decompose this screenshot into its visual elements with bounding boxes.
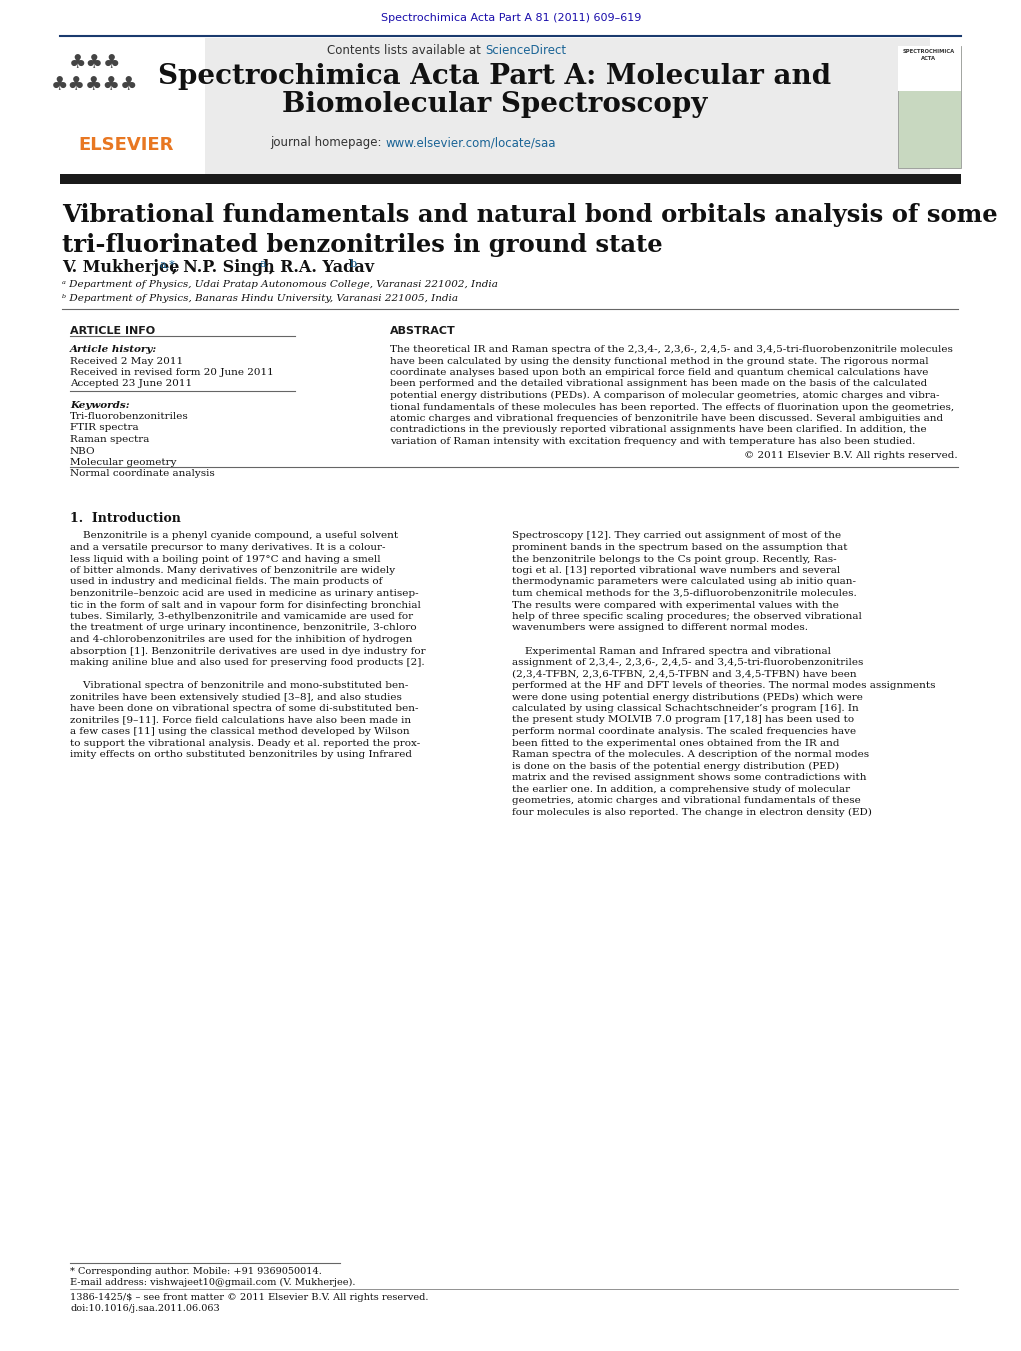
Text: help of three specific scaling procedures; the observed vibrational: help of three specific scaling procedure… bbox=[512, 612, 862, 621]
Text: a,*: a,* bbox=[159, 259, 175, 269]
Text: Keywords:: Keywords: bbox=[70, 401, 130, 409]
Text: and 4-chlorobenzonitriles are used for the inhibition of hydrogen: and 4-chlorobenzonitriles are used for t… bbox=[70, 635, 412, 644]
Text: Received in revised form 20 June 2011: Received in revised form 20 June 2011 bbox=[70, 367, 274, 377]
Text: Spectrochimica Acta Part A: Molecular and: Spectrochimica Acta Part A: Molecular an… bbox=[158, 63, 831, 91]
Text: www.elsevier.com/locate/saa: www.elsevier.com/locate/saa bbox=[385, 136, 555, 149]
Text: been performed and the detailed vibrational assignment has been made on the basi: been performed and the detailed vibratio… bbox=[390, 380, 927, 389]
FancyBboxPatch shape bbox=[60, 38, 930, 176]
Text: atomic charges and vibrational frequencies of benzonitrile have been discussed. : atomic charges and vibrational frequenci… bbox=[390, 413, 943, 423]
Text: four molecules is also reported. The change in electron density (ED): four molecules is also reported. The cha… bbox=[512, 808, 872, 816]
Text: tional fundamentals of these molecules has been reported. The effects of fluorin: tional fundamentals of these molecules h… bbox=[390, 403, 955, 412]
Text: V. Mukherjee: V. Mukherjee bbox=[62, 259, 180, 276]
Text: thermodynamic parameters were calculated using ab initio quan-: thermodynamic parameters were calculated… bbox=[512, 577, 856, 586]
Text: a: a bbox=[259, 259, 265, 269]
Text: Raman spectra of the molecules. A description of the normal modes: Raman spectra of the molecules. A descri… bbox=[512, 750, 869, 759]
Text: of bitter almonds. Many derivatives of benzonitrile are widely: of bitter almonds. Many derivatives of b… bbox=[70, 566, 395, 576]
Text: ♣♣♣
♣♣♣♣♣: ♣♣♣ ♣♣♣♣♣ bbox=[51, 53, 139, 95]
Text: The theoretical IR and Raman spectra of the 2,3,4-, 2,3,6-, 2,4,5- and 3,4,5-tri: The theoretical IR and Raman spectra of … bbox=[390, 345, 953, 354]
Text: Article history:: Article history: bbox=[70, 345, 157, 354]
Text: a few cases [11] using the classical method developed by Wilson: a few cases [11] using the classical met… bbox=[70, 727, 409, 736]
Text: imity effects on ortho substituted benzonitriles by using Infrared: imity effects on ortho substituted benzo… bbox=[70, 750, 412, 759]
Text: * Corresponding author. Mobile: +91 9369050014.: * Corresponding author. Mobile: +91 9369… bbox=[70, 1267, 322, 1275]
Text: the earlier one. In addition, a comprehensive study of molecular: the earlier one. In addition, a comprehe… bbox=[512, 785, 850, 793]
Text: ABSTRACT: ABSTRACT bbox=[390, 326, 455, 336]
Text: assignment of 2,3,4-, 2,3,6-, 2,4,5- and 3,4,5-tri-fluorobenzonitriles: assignment of 2,3,4-, 2,3,6-, 2,4,5- and… bbox=[512, 658, 864, 667]
Text: coordinate analyses based upon both an empirical force field and quantum chemica: coordinate analyses based upon both an e… bbox=[390, 367, 928, 377]
Text: the treatment of urge urinary incontinence, benzonitrile, 3-chloro: the treatment of urge urinary incontinen… bbox=[70, 624, 417, 632]
Text: Spectroscopy [12]. They carried out assignment of most of the: Spectroscopy [12]. They carried out assi… bbox=[512, 531, 841, 540]
Text: geometries, atomic charges and vibrational fundamentals of these: geometries, atomic charges and vibration… bbox=[512, 796, 861, 805]
Text: togi et al. [13] reported vibrational wave numbers and several: togi et al. [13] reported vibrational wa… bbox=[512, 566, 840, 576]
Text: and a versatile precursor to many derivatives. It is a colour-: and a versatile precursor to many deriva… bbox=[70, 543, 386, 553]
Text: the benzonitrile belongs to the Cs point group. Recently, Ras-: the benzonitrile belongs to the Cs point… bbox=[512, 554, 836, 563]
FancyBboxPatch shape bbox=[898, 46, 961, 168]
Text: Biomolecular Spectroscopy: Biomolecular Spectroscopy bbox=[283, 91, 708, 118]
Text: tic in the form of salt and in vapour form for disinfecting bronchial: tic in the form of salt and in vapour fo… bbox=[70, 600, 421, 609]
Text: FTIR spectra: FTIR spectra bbox=[70, 423, 139, 432]
Text: E-mail address: vishwajeet10@gmail.com (V. Mukherjee).: E-mail address: vishwajeet10@gmail.com (… bbox=[70, 1278, 355, 1288]
Text: used in industry and medicinal fields. The main products of: used in industry and medicinal fields. T… bbox=[70, 577, 383, 586]
Text: b: b bbox=[350, 259, 357, 269]
Text: Vibrational fundamentals and natural bond orbitals analysis of some
tri-fluorina: Vibrational fundamentals and natural bon… bbox=[62, 203, 998, 257]
Text: ELSEVIER: ELSEVIER bbox=[78, 136, 174, 154]
Text: is done on the basis of the potential energy distribution (PED): is done on the basis of the potential en… bbox=[512, 762, 839, 770]
Text: Tri-fluorobenzonitriles: Tri-fluorobenzonitriles bbox=[70, 412, 189, 422]
Text: have been done on vibrational spectra of some di-substituted ben-: have been done on vibrational spectra of… bbox=[70, 704, 419, 713]
Text: absorption [1]. Benzonitrile derivatives are used in dye industry for: absorption [1]. Benzonitrile derivatives… bbox=[70, 647, 426, 655]
Text: SPECTROCHIMICA: SPECTROCHIMICA bbox=[903, 49, 955, 54]
Text: benzonitrile–benzoic acid are used in medicine as urinary antisep-: benzonitrile–benzoic acid are used in me… bbox=[70, 589, 419, 598]
FancyBboxPatch shape bbox=[60, 174, 961, 184]
Text: wavenumbers were assigned to different normal modes.: wavenumbers were assigned to different n… bbox=[512, 624, 808, 632]
Text: Experimental Raman and Infrared spectra and vibrational: Experimental Raman and Infrared spectra … bbox=[512, 647, 831, 655]
Text: perform normal coordinate analysis. The scaled frequencies have: perform normal coordinate analysis. The … bbox=[512, 727, 857, 736]
Text: variation of Raman intensity with excitation frequency and with temperature has : variation of Raman intensity with excita… bbox=[390, 436, 916, 446]
Text: to support the vibrational analysis. Deady et al. reported the prox-: to support the vibrational analysis. Dea… bbox=[70, 739, 421, 747]
Text: , N.P. Singh: , N.P. Singh bbox=[172, 259, 275, 276]
Text: Received 2 May 2011: Received 2 May 2011 bbox=[70, 357, 183, 366]
Text: ᵇ Department of Physics, Banaras Hindu University, Varanasi 221005, India: ᵇ Department of Physics, Banaras Hindu U… bbox=[62, 295, 458, 303]
Text: 1.  Introduction: 1. Introduction bbox=[70, 512, 181, 524]
Text: Spectrochimica Acta Part A 81 (2011) 609–619: Spectrochimica Acta Part A 81 (2011) 609… bbox=[381, 14, 641, 23]
Text: contradictions in the previously reported vibrational assignments have been clar: contradictions in the previously reporte… bbox=[390, 426, 927, 435]
Text: tum chemical methods for the 3,5-difluorobenzonitrile molecules.: tum chemical methods for the 3,5-difluor… bbox=[512, 589, 857, 598]
Text: been fitted to the experimental ones obtained from the IR and: been fitted to the experimental ones obt… bbox=[512, 739, 839, 747]
Text: potential energy distributions (PEDs). A comparison of molecular geometries, ato: potential energy distributions (PEDs). A… bbox=[390, 390, 939, 400]
Text: NBO: NBO bbox=[70, 446, 96, 455]
Text: (2,3,4-TFBN, 2,3,6-TFBN, 2,4,5-TFBN and 3,4,5-TFBN) have been: (2,3,4-TFBN, 2,3,6-TFBN, 2,4,5-TFBN and … bbox=[512, 670, 857, 678]
Text: calculated by using classical Schachtschneider’s program [16]. In: calculated by using classical Schachtsch… bbox=[512, 704, 859, 713]
Text: doi:10.1016/j.saa.2011.06.063: doi:10.1016/j.saa.2011.06.063 bbox=[70, 1304, 220, 1313]
Text: have been calculated by using the density functional method in the ground state.: have been calculated by using the densit… bbox=[390, 357, 929, 366]
Text: tubes. Similarly, 3-ethylbenzonitrile and vamicamide are used for: tubes. Similarly, 3-ethylbenzonitrile an… bbox=[70, 612, 414, 621]
Text: Raman spectra: Raman spectra bbox=[70, 435, 149, 444]
Text: Accepted 23 June 2011: Accepted 23 June 2011 bbox=[70, 380, 192, 388]
Text: zonitriles have been extensively studied [3–8], and also studies: zonitriles have been extensively studied… bbox=[70, 693, 402, 701]
Text: zonitriles [9–11]. Force field calculations have also been made in: zonitriles [9–11]. Force field calculati… bbox=[70, 716, 411, 724]
Text: 1386-1425/$ – see front matter © 2011 Elsevier B.V. All rights reserved.: 1386-1425/$ – see front matter © 2011 El… bbox=[70, 1293, 429, 1302]
Text: , R.A. Yadav: , R.A. Yadav bbox=[269, 259, 374, 276]
Text: ᵃ Department of Physics, Udai Pratap Autonomous College, Varanasi 221002, India: ᵃ Department of Physics, Udai Pratap Aut… bbox=[62, 280, 498, 289]
Text: © 2011 Elsevier B.V. All rights reserved.: © 2011 Elsevier B.V. All rights reserved… bbox=[744, 450, 958, 459]
Text: prominent bands in the spectrum based on the assumption that: prominent bands in the spectrum based on… bbox=[512, 543, 847, 553]
Text: Benzonitrile is a phenyl cyanide compound, a useful solvent: Benzonitrile is a phenyl cyanide compoun… bbox=[70, 531, 398, 540]
Text: Normal coordinate analysis: Normal coordinate analysis bbox=[70, 470, 214, 478]
Text: performed at the HF and DFT levels of theories. The normal modes assignments: performed at the HF and DFT levels of th… bbox=[512, 681, 935, 690]
Text: ScienceDirect: ScienceDirect bbox=[485, 45, 566, 57]
Text: ARTICLE INFO: ARTICLE INFO bbox=[70, 326, 155, 336]
Text: The results were compared with experimental values with the: The results were compared with experimen… bbox=[512, 600, 839, 609]
Text: were done using potential energy distributions (PEDs) which were: were done using potential energy distrib… bbox=[512, 693, 863, 701]
Text: ACTA: ACTA bbox=[921, 55, 936, 61]
FancyBboxPatch shape bbox=[898, 46, 961, 91]
Text: Vibrational spectra of benzonitrile and mono-substituted ben-: Vibrational spectra of benzonitrile and … bbox=[70, 681, 408, 690]
Text: the present study MOLVIB 7.0 program [17,18] has been used to: the present study MOLVIB 7.0 program [17… bbox=[512, 716, 855, 724]
FancyBboxPatch shape bbox=[60, 38, 205, 176]
Text: less liquid with a boiling point of 197°C and having a smell: less liquid with a boiling point of 197°… bbox=[70, 554, 381, 563]
Text: making aniline blue and also used for preserving food products [2].: making aniline blue and also used for pr… bbox=[70, 658, 425, 667]
Text: matrix and the revised assignment shows some contradictions with: matrix and the revised assignment shows … bbox=[512, 773, 867, 782]
Text: journal homepage:: journal homepage: bbox=[270, 136, 385, 149]
Text: Molecular geometry: Molecular geometry bbox=[70, 458, 177, 467]
Text: Contents lists available at: Contents lists available at bbox=[328, 45, 485, 57]
